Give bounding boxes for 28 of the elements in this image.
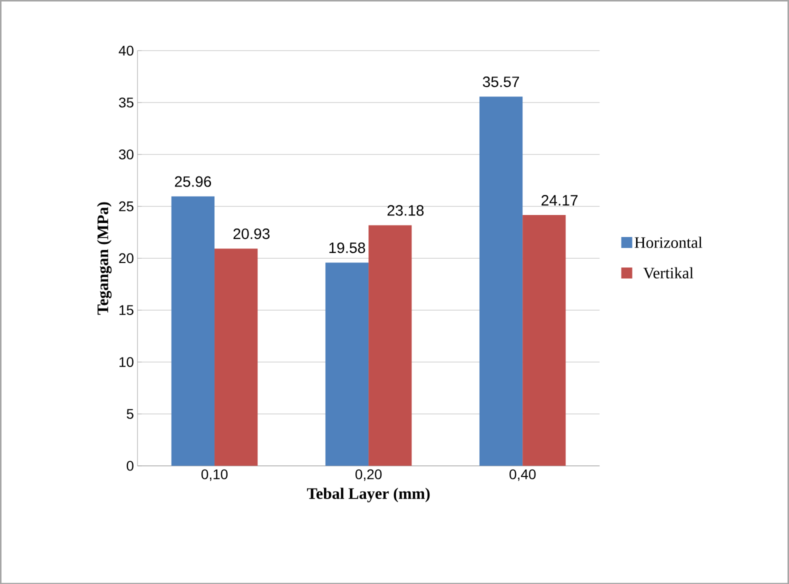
bar	[214, 248, 258, 466]
legend-label: Horizontal	[634, 236, 702, 248]
bar	[325, 262, 369, 466]
bar	[368, 225, 412, 466]
x-axis-title: Tebal Layer (mm)	[307, 488, 430, 502]
data-label: 20.93	[234, 228, 270, 239]
y-tick-label: 40	[118, 46, 134, 56]
data-label: 19.58	[329, 242, 366, 253]
y-tick-label: 20	[119, 253, 134, 264]
y-tick-label: 10	[120, 356, 134, 367]
x-tick-label: 0,20	[356, 469, 382, 481]
y-tick-label: 35	[118, 97, 134, 108]
x-tick-label: 0,40	[510, 469, 536, 481]
data-label: 35.57	[482, 76, 520, 87]
x-tick-label: 0,10	[201, 469, 228, 481]
y-tick-label: 30	[118, 149, 134, 160]
y-tick-label: 25	[119, 201, 134, 212]
data-label: 25.96	[174, 176, 212, 187]
bar	[479, 96, 523, 466]
y-tick-label: 5	[126, 408, 134, 419]
y-tick-label: 0	[126, 460, 134, 471]
legend-label: Vertikal	[643, 267, 694, 278]
y-axis-title: Tegangan (MPa)	[97, 202, 112, 315]
bar	[171, 196, 215, 466]
data-label: 23.18	[388, 204, 424, 216]
y-tick-label: 15	[120, 305, 134, 315]
data-label: 24.17	[542, 194, 578, 206]
bar	[522, 214, 566, 466]
